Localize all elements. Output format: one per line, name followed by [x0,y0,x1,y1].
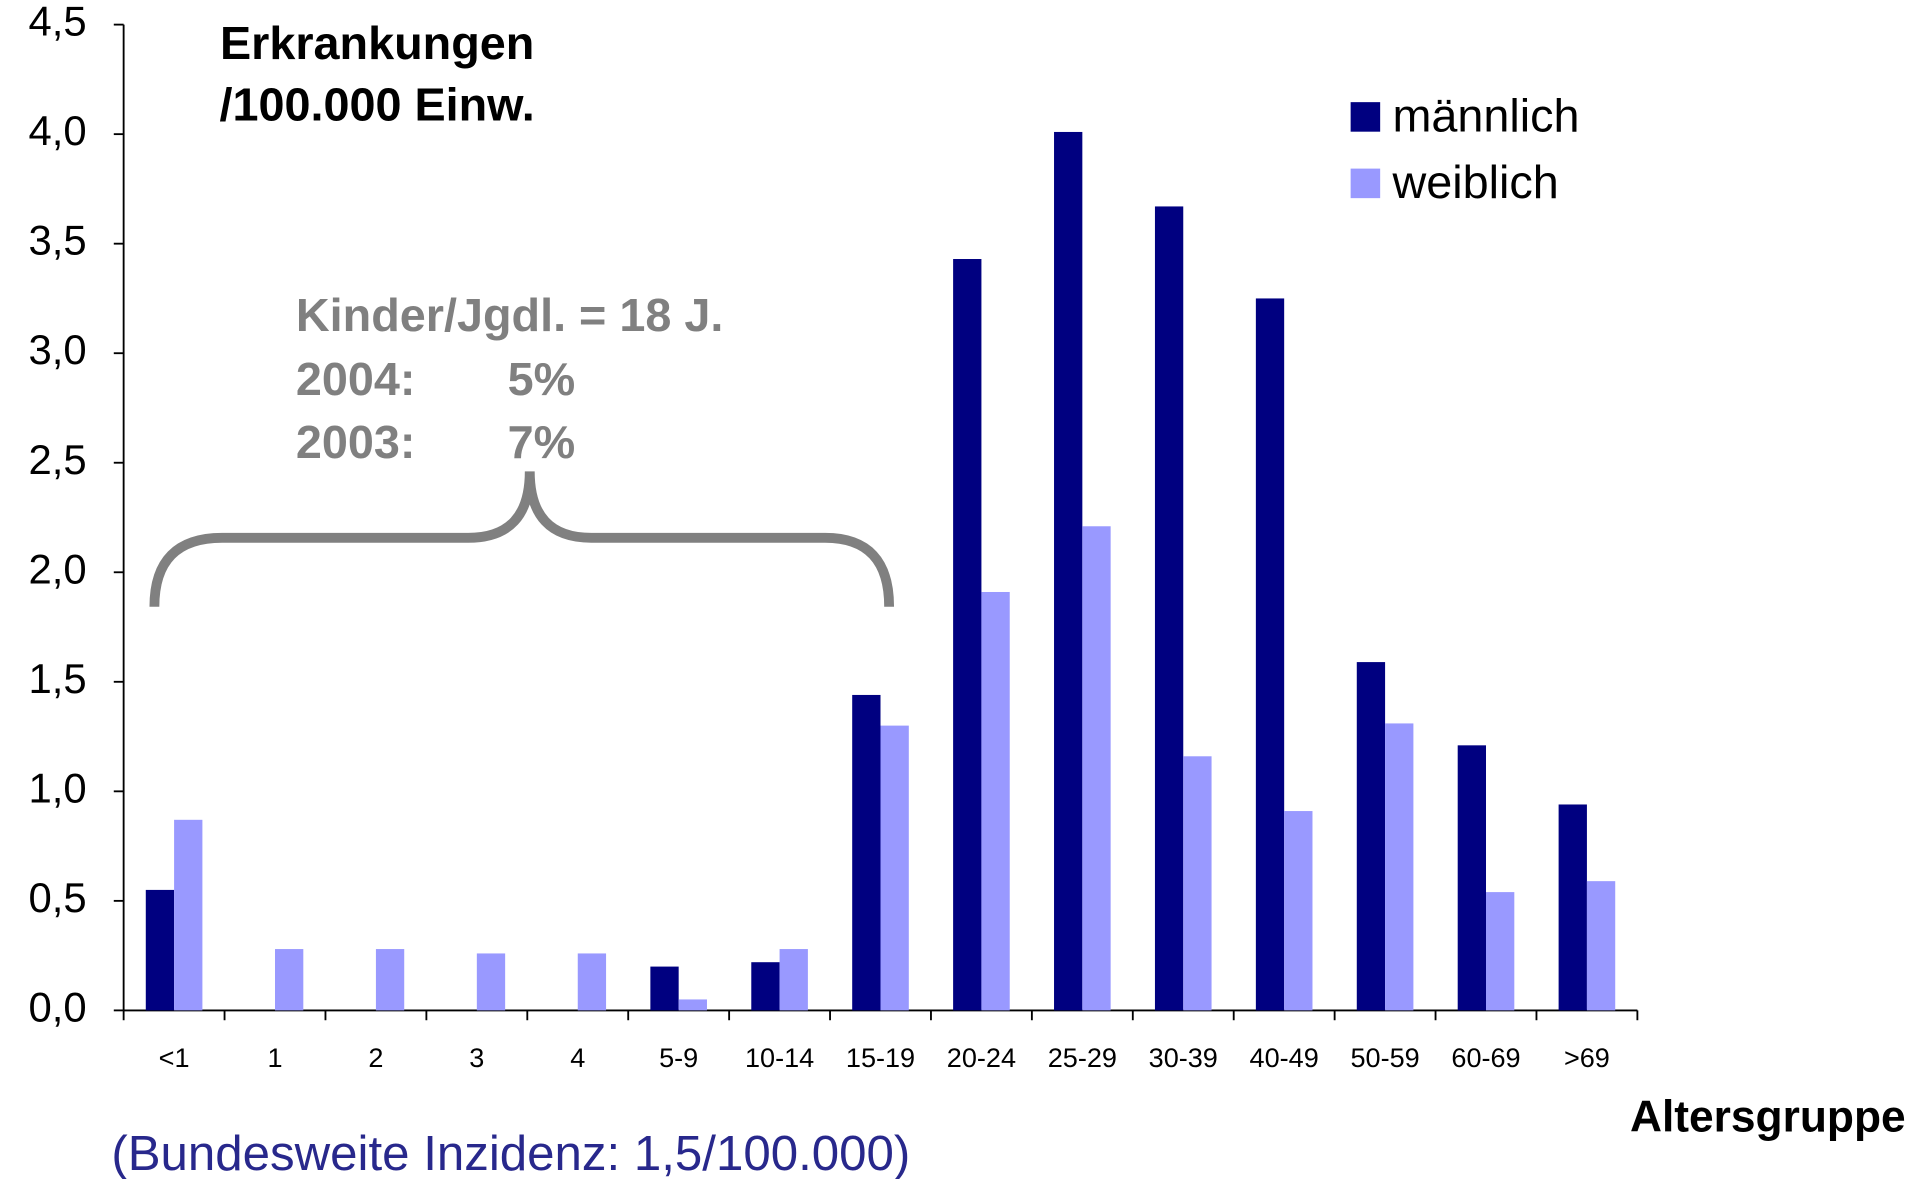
annotation: Kinder/Jgdl. = 18 J. [296,289,723,341]
brace [149,471,895,607]
bar [1558,804,1587,1011]
annotation: 7% [508,416,576,468]
legend-label: weiblich [1391,156,1558,208]
bar [779,949,808,1011]
x-tick-label: 15-19 [846,1042,915,1073]
y-tick-label: 0,5 [29,874,87,921]
x-tick-label: 3 [469,1042,484,1073]
legend-swatch [1350,168,1381,199]
bar [174,819,203,1011]
footnote: (Bundesweite Inzidenz: 1,5/100.000) [111,1126,910,1179]
chart-title: /100.000 Einw. [219,79,534,131]
bar [1486,892,1515,1011]
x-tick-label: 30-39 [1149,1042,1218,1073]
y-tick-label: 1,5 [29,655,87,702]
bar [880,725,909,1011]
bar [1183,756,1212,1011]
x-tick-label: 10-14 [745,1042,814,1073]
annotation: 2003: [296,416,416,468]
bar [145,889,175,1011]
bar [1586,881,1616,1011]
bar [751,962,780,1011]
x-tick-label: 60-69 [1451,1042,1520,1073]
bar [1054,131,1083,1011]
bar [852,694,881,1011]
y-tick-label: 2,0 [29,545,87,592]
bar [1255,298,1285,1011]
y-tick-label: 3,0 [29,326,87,373]
y-tick-label: 4,0 [29,107,87,154]
y-tick-label: 2,5 [29,436,87,483]
bar [375,949,405,1011]
x-tick-label: 1 [267,1042,282,1073]
bar [1457,745,1487,1011]
bar [275,949,304,1011]
legend-swatch [1350,102,1381,132]
annotation: 2004: [296,353,416,405]
x-tick-label: 50-59 [1350,1042,1419,1073]
y-tick-label: 0,0 [29,983,87,1030]
x-tick-label: <1 [159,1042,190,1073]
x-tick-label: 20-24 [947,1042,1016,1073]
x-tick-label: 2 [368,1042,383,1073]
bar [1284,811,1313,1011]
bar [1082,526,1111,1011]
bar [953,259,982,1011]
bar [1356,662,1386,1011]
chart-title: Erkrankungen [220,17,534,69]
bar [476,953,506,1011]
bar [981,591,1010,1011]
x-tick-label: 4 [570,1042,585,1073]
annotation: 5% [508,353,576,405]
legend-label: männlich [1392,90,1579,142]
y-tick-label: 1,0 [29,764,87,811]
y-tick-label: 4,5 [29,0,87,45]
x-axis-label: Altersgruppe [1630,1093,1906,1142]
x-tick-label: 25-29 [1048,1042,1117,1073]
bar [1154,206,1184,1011]
bar [650,966,679,1011]
bar [1385,723,1414,1011]
x-tick-label: 40-49 [1250,1042,1319,1073]
bar [577,953,607,1011]
y-tick-label: 3,5 [29,217,87,264]
bar [678,999,707,1011]
x-tick-label: 5-9 [659,1042,698,1073]
x-tick-label: >69 [1564,1042,1610,1073]
